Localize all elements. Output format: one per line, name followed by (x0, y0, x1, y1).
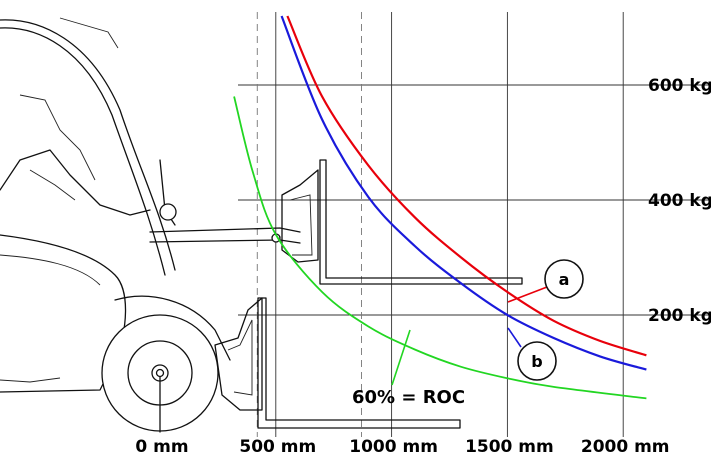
callout-a-circle (544, 259, 584, 299)
callout-b-circle (517, 341, 557, 381)
x-tick-label-3: 1500 mm (465, 437, 554, 457)
grid (238, 12, 711, 437)
x-tick-label-1: 500 mm (239, 437, 316, 457)
y-tick-labels: 200 kg 400 kg 600 kg (648, 76, 711, 326)
roc-leader-line (391, 329, 411, 386)
y-tick-label-1: 400 kg (648, 191, 711, 211)
series-line-a (286, 15, 647, 357)
callout-b-leader (507, 327, 522, 348)
x-tick-labels: 0 mm 500 mm 1000 mm 1500 mm 2000 mm (135, 437, 669, 457)
x-tick-label-0: 0 mm (135, 437, 188, 457)
x-tick-label-4: 2000 mm (581, 437, 670, 457)
y-tick-label-2: 600 kg (648, 76, 711, 96)
callout-a-leader (507, 286, 548, 303)
series-line-b (280, 15, 647, 371)
y-tick-label-0: 200 kg (648, 306, 711, 326)
series-lines (233, 15, 647, 400)
roc-label: 60% = ROC (352, 387, 465, 408)
series-line-roc (233, 96, 647, 400)
telehandler-illustration (0, 17, 523, 433)
callout-a-label: a (559, 270, 570, 289)
annotations: 60% = ROC a b (352, 259, 584, 408)
callout-b-label: b (531, 352, 542, 371)
x-tick-label-2: 1000 mm (349, 437, 438, 457)
